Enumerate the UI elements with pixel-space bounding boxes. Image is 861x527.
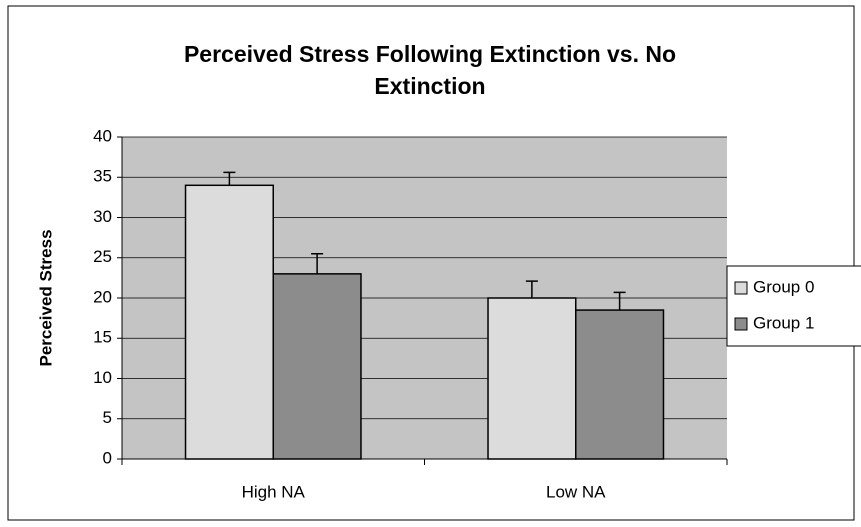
bar	[487, 297, 577, 460]
legend-label: Group 1	[753, 313, 814, 332]
error-bar	[525, 280, 538, 298]
error-bar	[311, 252, 324, 274]
bar	[575, 309, 665, 460]
bar	[184, 184, 274, 460]
y-tick-label: 0	[103, 448, 112, 467]
y-tick-label: 35	[93, 167, 112, 186]
y-tick-label: 25	[93, 247, 112, 266]
y-tick-label: 20	[93, 287, 112, 306]
legend-swatch	[734, 281, 748, 295]
chart-title: Perceived Stress Following Extinction vs…	[183, 41, 677, 99]
y-tick-label: 40	[93, 126, 112, 145]
bar	[272, 273, 362, 460]
y-tick-label: 30	[93, 207, 112, 226]
legend-swatch	[734, 317, 748, 331]
y-axis-label: Perceived Stress	[36, 229, 55, 366]
legend-label: Group 0	[753, 277, 814, 296]
legend-box	[726, 265, 861, 347]
y-tick-label: 15	[93, 328, 112, 347]
x-tick-label: Low NA	[546, 482, 606, 501]
error-bar	[613, 291, 626, 311]
y-tick-label: 5	[103, 408, 112, 427]
x-tick-label: High NA	[242, 482, 306, 501]
y-tick-label: 10	[93, 368, 112, 387]
error-bar	[223, 171, 236, 186]
